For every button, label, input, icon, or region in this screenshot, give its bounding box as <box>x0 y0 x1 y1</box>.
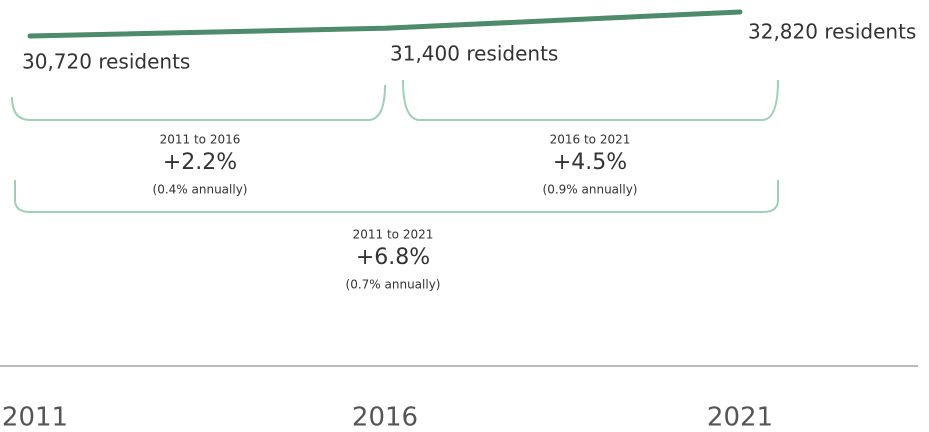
annotation-annual: (0.7% annually) <box>346 278 441 292</box>
value-label: 32,820 residents <box>748 20 916 44</box>
annotation-annual: (0.4% annually) <box>153 183 248 197</box>
annotation-period: 2011 to 2016 <box>160 133 241 147</box>
annotation-annual: (0.9% annually) <box>543 183 638 197</box>
line <box>27 9 743 39</box>
bracket <box>402 79 779 121</box>
bracket <box>14 180 779 213</box>
x-tick-label: 2016 <box>352 403 418 432</box>
annotation-period: 2016 to 2021 <box>550 133 631 147</box>
x-tick-label: 2011 <box>2 403 68 432</box>
value-label: 30,720 residents <box>22 50 190 74</box>
annotation-change: +4.5% <box>553 150 627 175</box>
bracket <box>11 84 386 121</box>
x-tick-label: 2021 <box>707 403 773 432</box>
annotation-change: +6.8% <box>356 245 430 270</box>
annotation-change: +2.2% <box>163 150 237 175</box>
annotation-period: 2011 to 2021 <box>353 228 434 242</box>
value-label: 31,400 residents <box>390 42 558 66</box>
